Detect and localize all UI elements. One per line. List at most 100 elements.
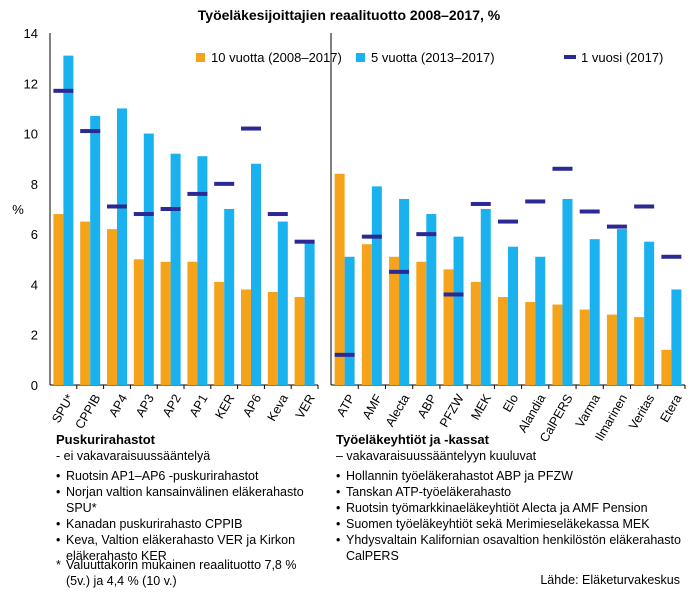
marker-1y xyxy=(267,212,288,217)
bar-5y xyxy=(562,198,573,385)
y-tick-label: 10 xyxy=(24,127,38,142)
marker-1y xyxy=(525,199,546,204)
chart-title: Työeläkesijoittajien reaalituotto 2008–2… xyxy=(198,7,501,23)
notes-right-item: Yhdysvaltain Kalifornian osavaltion henk… xyxy=(336,532,686,564)
bar-10y xyxy=(294,297,305,385)
x-tick-label: AP4 xyxy=(106,392,130,420)
y-axis-label: % xyxy=(12,202,24,217)
marker-1y xyxy=(470,201,491,206)
bar-10y xyxy=(579,309,590,385)
bar-10y xyxy=(53,214,64,385)
bar-5y xyxy=(508,246,518,385)
bar-5y xyxy=(251,163,261,385)
marker-1y xyxy=(214,181,235,186)
y-tick-label: 2 xyxy=(31,328,38,343)
bar-10y xyxy=(606,314,617,385)
plot-area: SPU*CPPIB AP4 AP3 AP2 AP1 KER AP6 Keva VER ATP AMF… xyxy=(49,33,686,445)
bar-5y xyxy=(589,239,600,385)
legend-label: 1 vuosi (2017) xyxy=(581,50,663,65)
bar-5y xyxy=(453,236,464,385)
x-tick-label: AP3 xyxy=(133,392,157,420)
notes-left-subheading: - ei vakavaraisuussääntelyä xyxy=(56,449,211,463)
bar-10y xyxy=(80,221,91,385)
bar-5y xyxy=(224,209,235,385)
notes-left-heading: Puskurirahastot xyxy=(56,432,155,447)
bar-5y xyxy=(480,209,491,385)
x-tick-label: ABP xyxy=(415,392,440,421)
marker-1y xyxy=(443,292,464,297)
bar-5y xyxy=(644,241,655,385)
y-tick-label: 0 xyxy=(31,378,38,393)
panel-1: SPU*CPPIB AP4 AP3 AP2 AP1 KER AP6 Keva VER xyxy=(49,33,319,431)
marker-1y xyxy=(80,129,101,134)
x-tick-label: ATP xyxy=(334,392,358,419)
marker-1y xyxy=(241,126,261,131)
bar-10y xyxy=(470,281,481,385)
bar-5y xyxy=(371,186,382,385)
y-tick-label: 12 xyxy=(24,76,38,91)
y-tick-label: 6 xyxy=(31,227,38,242)
y-axis: 0 2 4 6 8 10 12 14 xyxy=(24,26,38,393)
marker-1y xyxy=(107,204,127,209)
marker-1y xyxy=(160,207,181,211)
bar-10y xyxy=(241,289,251,385)
legend: 10 vuotta (2008–2017) 5 vuotta (2013–2017… xyxy=(196,50,663,65)
bar-10y xyxy=(334,173,345,385)
bar-10y xyxy=(634,317,645,385)
bar-5y xyxy=(344,256,355,385)
y-tick-label: 4 xyxy=(31,277,38,292)
bar-10y xyxy=(552,304,563,385)
notes-left-item: Keva, Valtion eläkerahasto VER ja Kirkon… xyxy=(56,532,311,564)
bar-10y xyxy=(214,281,225,385)
bar-5y xyxy=(277,221,288,385)
marker-1y xyxy=(187,191,208,196)
marker-1y xyxy=(133,212,154,217)
bar-10y xyxy=(498,297,508,385)
bar-10y xyxy=(160,261,171,385)
notes-right-item: Ruotsin työmarkkinaeläkeyhtiöt Alecta ja… xyxy=(336,500,686,516)
legend-label: 10 vuotta (2008–2017) xyxy=(211,50,342,65)
bar-10y xyxy=(416,261,427,385)
marker-1y xyxy=(634,204,655,209)
x-tick-label: Alecta xyxy=(383,392,413,429)
x-tick-label: AP2 xyxy=(160,392,184,420)
notes-right-heading: Työeläkeyhtiöt ja -kassat xyxy=(336,432,489,447)
notes-right-item: Suomen työeläkeyhtiöt sekä Merimieseläke… xyxy=(336,516,686,532)
marker-1y xyxy=(606,224,627,229)
marker-1y xyxy=(389,269,410,274)
legend-swatch xyxy=(356,53,365,62)
bar-5y xyxy=(63,55,74,385)
marker-1y xyxy=(661,254,682,259)
bar-5y xyxy=(90,115,101,385)
bar-5y xyxy=(143,133,154,385)
source-credit: Lähde: Eläketurvakeskus xyxy=(540,573,680,587)
x-tick-label: Veritas xyxy=(626,392,657,432)
x-tick-label: MEK xyxy=(468,391,494,422)
notes-left-item: Norjan valtion kansainvälinen eläkerahas… xyxy=(56,484,311,516)
legend-swatch xyxy=(564,55,576,59)
footnote: * Valuuttakorin mukainen reaalituotto 7,… xyxy=(56,557,306,589)
x-tick-label: PFZW xyxy=(437,392,467,430)
notes-right-item: Hollannin työeläkerahastot ABP ja PFZW xyxy=(336,468,686,484)
marker-1y xyxy=(416,232,437,237)
x-tick-label: AP6 xyxy=(240,392,264,420)
bar-5y xyxy=(616,229,627,385)
bar-5y xyxy=(304,241,315,385)
x-tick-label: KER xyxy=(212,392,237,421)
bar-10y xyxy=(133,259,144,385)
marker-1y xyxy=(552,166,573,171)
x-tick-label: CPPIB xyxy=(73,392,104,431)
bar-5y xyxy=(671,289,682,385)
bar-10y xyxy=(661,349,672,385)
bar-5y xyxy=(197,156,208,385)
marker-1y xyxy=(361,234,382,239)
marker-1y xyxy=(53,88,74,93)
y-tick-label: 8 xyxy=(31,177,38,192)
notes-pension-companies: Työeläkeyhtiöt ja -kassat – vakavaraisuu… xyxy=(336,432,686,564)
y-tick-label: 14 xyxy=(24,26,38,41)
bar-10y xyxy=(389,256,400,385)
marker-1y xyxy=(579,209,600,214)
notes-left-item: Kanadan puskurirahasto CPPIB xyxy=(56,516,311,532)
